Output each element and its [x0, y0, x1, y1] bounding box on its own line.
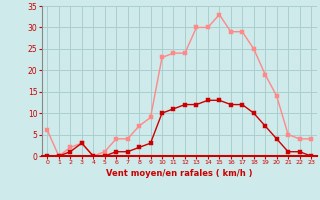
X-axis label: Vent moyen/en rafales ( km/h ): Vent moyen/en rafales ( km/h ) — [106, 169, 252, 178]
